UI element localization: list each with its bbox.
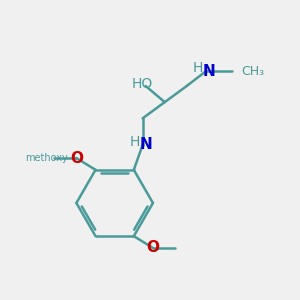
Text: H: H (129, 136, 140, 149)
Text: N: N (140, 137, 152, 152)
Text: methoxy: methoxy (25, 153, 68, 163)
Text: O: O (70, 151, 83, 166)
Text: H: H (193, 61, 203, 75)
Text: CH₃: CH₃ (241, 65, 264, 78)
Text: N: N (203, 64, 216, 79)
Text: O: O (146, 240, 159, 255)
Text: HO: HO (131, 76, 153, 91)
